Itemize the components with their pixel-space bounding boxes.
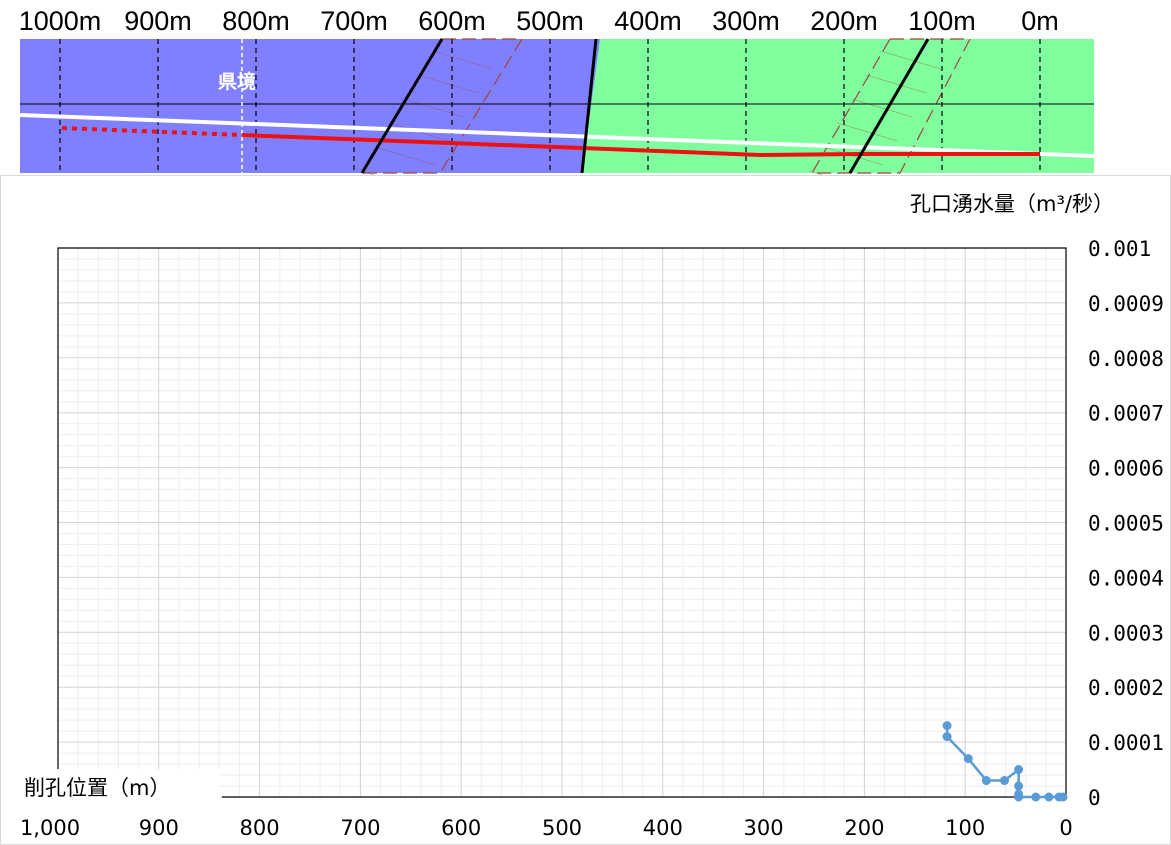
- y-tick-label: 0.0005: [1088, 512, 1164, 536]
- y-tick-label: 0.0002: [1088, 676, 1164, 700]
- plot-border: [57, 247, 1067, 797]
- x-tick-label: 700: [340, 816, 380, 840]
- distance-label: 600m: [418, 6, 486, 36]
- x-tick-label: 900: [139, 816, 179, 840]
- x-tick-label: 400: [643, 816, 683, 840]
- fault-line-left: [360, 38, 444, 174]
- y-tick-label: 0.0008: [1088, 347, 1164, 371]
- distance-label: 800m: [222, 6, 290, 36]
- tunnel-planned-section: [61, 126, 243, 137]
- distance-label: 500m: [516, 6, 584, 36]
- plot-area-border: [57, 247, 1067, 798]
- fault-zone-hatch: [837, 122, 898, 142]
- data-point: [1058, 792, 1068, 802]
- data-point: [1000, 776, 1010, 786]
- data-point: [981, 776, 991, 786]
- data-point: [1014, 792, 1024, 802]
- prefecture-border-label: 県境: [218, 70, 256, 93]
- y-tick-label: 0: [1088, 786, 1101, 810]
- x-tick-label: 500: [542, 816, 582, 840]
- ground-surface-line: [19, 113, 1095, 158]
- zone-boundary-line: [580, 38, 598, 174]
- x-tick-label: 200: [844, 816, 884, 840]
- distance-label: 400m: [614, 6, 682, 36]
- fault-zone-hatch: [851, 98, 913, 118]
- distance-label: 900m: [124, 6, 192, 36]
- y-tick-label: 0.0006: [1088, 457, 1164, 481]
- distance-label: 200m: [810, 6, 878, 36]
- y-axis-title: 孔口湧水量（m³/秒）: [910, 192, 1114, 216]
- fault-line-right: [848, 38, 930, 174]
- fault-zone-hatch: [880, 50, 941, 70]
- y-tick-label: 0.0001: [1088, 731, 1164, 755]
- geologic-section-diagram: 県境 1000m 900m 800m 700m 600m 500m 400m 300m 200m…: [19, 6, 1095, 175]
- water-inflow-chart: 0 0.0001 0.0002 0.0003 0.0004 0.0005 0.0006 0.0…: [0, 175, 1171, 845]
- distance-labels: 1000m 900m 800m 700m 600m 500m 400m 300m 200m 100…: [19, 6, 1059, 36]
- x-axis-title: 削孔位置（m）: [24, 776, 170, 800]
- x-tick-label: 0: [1059, 816, 1072, 840]
- y-tick-label: 0.001: [1088, 237, 1151, 261]
- y-tick-label: 0.0003: [1088, 621, 1164, 645]
- x-tick-label: 100: [945, 816, 985, 840]
- y-tick-label: 0.0004: [1088, 566, 1164, 590]
- fault-zone-hatch: [403, 98, 465, 118]
- x-tick-label: 600: [441, 816, 481, 840]
- data-point: [1044, 792, 1054, 802]
- distance-label: 700m: [320, 6, 388, 36]
- fault-zone-hatch: [866, 74, 927, 94]
- distance-label: 0m: [1021, 6, 1059, 36]
- fault-zone-hatch: [375, 146, 436, 166]
- distance-label: 1000m: [19, 6, 102, 36]
- data-point: [1014, 781, 1024, 791]
- data-series: [942, 721, 1068, 802]
- x-axis-title-backdrop: [20, 769, 220, 799]
- fault-zone-hatch: [360, 170, 376, 175]
- data-point: [963, 754, 973, 764]
- data-point: [1031, 792, 1041, 802]
- x-tick-label: 1,000: [20, 816, 80, 840]
- y-tick-label: 0.0009: [1088, 292, 1164, 316]
- tunnel-excavated-section: [241, 133, 1040, 158]
- fault-zone-hatch: [808, 170, 824, 175]
- y-tick-label: 0.0007: [1088, 402, 1164, 426]
- data-point: [942, 721, 952, 731]
- chart-frame: [0, 175, 1171, 845]
- fault-zone-hatch: [432, 50, 493, 70]
- x-tick-label: 300: [744, 816, 784, 840]
- fault-zone-outline: [810, 38, 971, 174]
- data-point: [942, 732, 952, 742]
- x-tick-label: 800: [240, 816, 280, 840]
- data-point: [1014, 765, 1024, 775]
- x-axis-ticks: 1,000 900 800 700 600 500 400 300 200 100 0: [20, 816, 1073, 840]
- fault-zone-hatch: [418, 74, 479, 94]
- y-axis-ticks: 0 0.0001 0.0002 0.0003 0.0004 0.0005 0.0006 0.0…: [1088, 237, 1164, 810]
- distance-gridlines: [59, 39, 1041, 173]
- left-prefecture-zone: [20, 39, 600, 173]
- distance-label: 300m: [712, 6, 780, 36]
- distance-label: 100m: [908, 6, 976, 36]
